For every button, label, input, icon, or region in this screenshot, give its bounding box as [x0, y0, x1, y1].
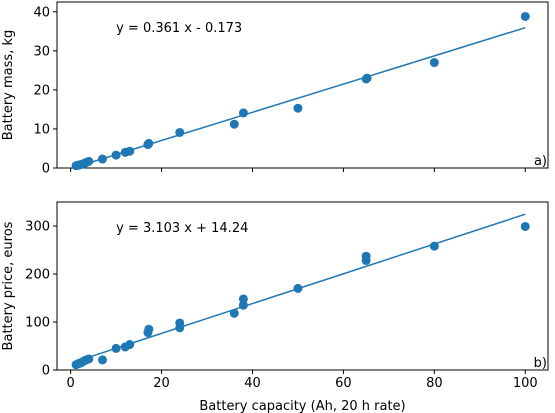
panel-a-data-point [125, 146, 135, 156]
panel-b-x-tick-label: 80 [426, 376, 443, 391]
panel-a-data-point [238, 108, 248, 118]
panel-b-y-tick-label: 100 [25, 316, 50, 331]
panel-b-data-point [111, 343, 121, 353]
panel-a-frame [56, 1, 549, 169]
panel-b-data-point [361, 251, 371, 261]
panel-b-data-point [97, 355, 107, 365]
panel-a: 0 10 20 30 40 y = 0.361 x - 0.173 a) Battery… [1, 1, 549, 177]
panel-b-data-point [429, 241, 439, 251]
panel-b: 0 20 40 60 80 100 0 100 200 300 y = 3.103 x + 14.… [1, 201, 549, 413]
panel-b-frame [56, 201, 549, 371]
panel-b-label: b) [534, 356, 547, 371]
panel-b-data-point [293, 283, 303, 293]
panel-a-data-point [520, 11, 530, 21]
panel-a-data-point [175, 127, 185, 137]
panel-a-data-point [111, 150, 121, 160]
panel-a-data-point [144, 138, 154, 148]
panel-b-points [71, 221, 530, 370]
panel-a-fit-label: y = 0.361 x - 0.173 [116, 21, 242, 36]
panel-b-x-axis-label: Battery capacity (Ah, 20 h rate) [199, 399, 405, 413]
panel-a-y-axis-label: Battery mass, kg [1, 30, 16, 140]
panel-a-y-tick-label: 0 [42, 162, 50, 177]
panel-a-data-point [229, 119, 239, 129]
panel-b-x-tick-label: 100 [513, 376, 538, 391]
panel-a-data-point [293, 103, 303, 113]
panel-b-x-tick-label: 20 [153, 376, 170, 391]
panel-b-data-point [229, 308, 239, 318]
panel-b-y-axis-label: Battery price, euros [1, 221, 16, 350]
panel-b-data-point [520, 221, 530, 231]
panel-a-ticks: 0 10 20 30 40 [33, 5, 526, 177]
panel-b-y-tick-label: 0 [42, 364, 50, 379]
panel-b-data-point [125, 340, 135, 350]
panel-a-y-tick-label: 20 [33, 83, 50, 98]
panel-a-points [71, 11, 530, 171]
panel-a-data-point [84, 156, 94, 166]
panel-b-data-point [84, 354, 94, 364]
panel-a-label: a) [534, 154, 547, 169]
panel-b-data-point [238, 294, 248, 304]
panel-b-x-tick-label: 0 [66, 376, 74, 391]
panel-a-y-tick-label: 40 [33, 5, 50, 20]
panel-b-fit-label: y = 3.103 x + 14.24 [116, 221, 248, 236]
panel-a-data-point [429, 58, 439, 68]
panel-b-x-tick-label: 40 [244, 376, 261, 391]
panel-b-ticks: 0 20 40 60 80 100 0 100 200 300 [25, 220, 538, 392]
panel-a-data-point [362, 73, 372, 83]
panel-b-data-point [238, 300, 248, 310]
panel-b-x-tick-label: 60 [335, 376, 352, 391]
panel-b-data-point [144, 324, 154, 334]
panel-a-y-tick-label: 30 [33, 44, 50, 59]
panel-b-y-tick-label: 200 [25, 268, 50, 283]
panel-b-y-tick-label: 300 [25, 220, 50, 235]
panel-a-y-tick-label: 10 [33, 122, 50, 137]
panel-b-data-point [175, 318, 185, 328]
panel-a-data-point [97, 154, 107, 164]
